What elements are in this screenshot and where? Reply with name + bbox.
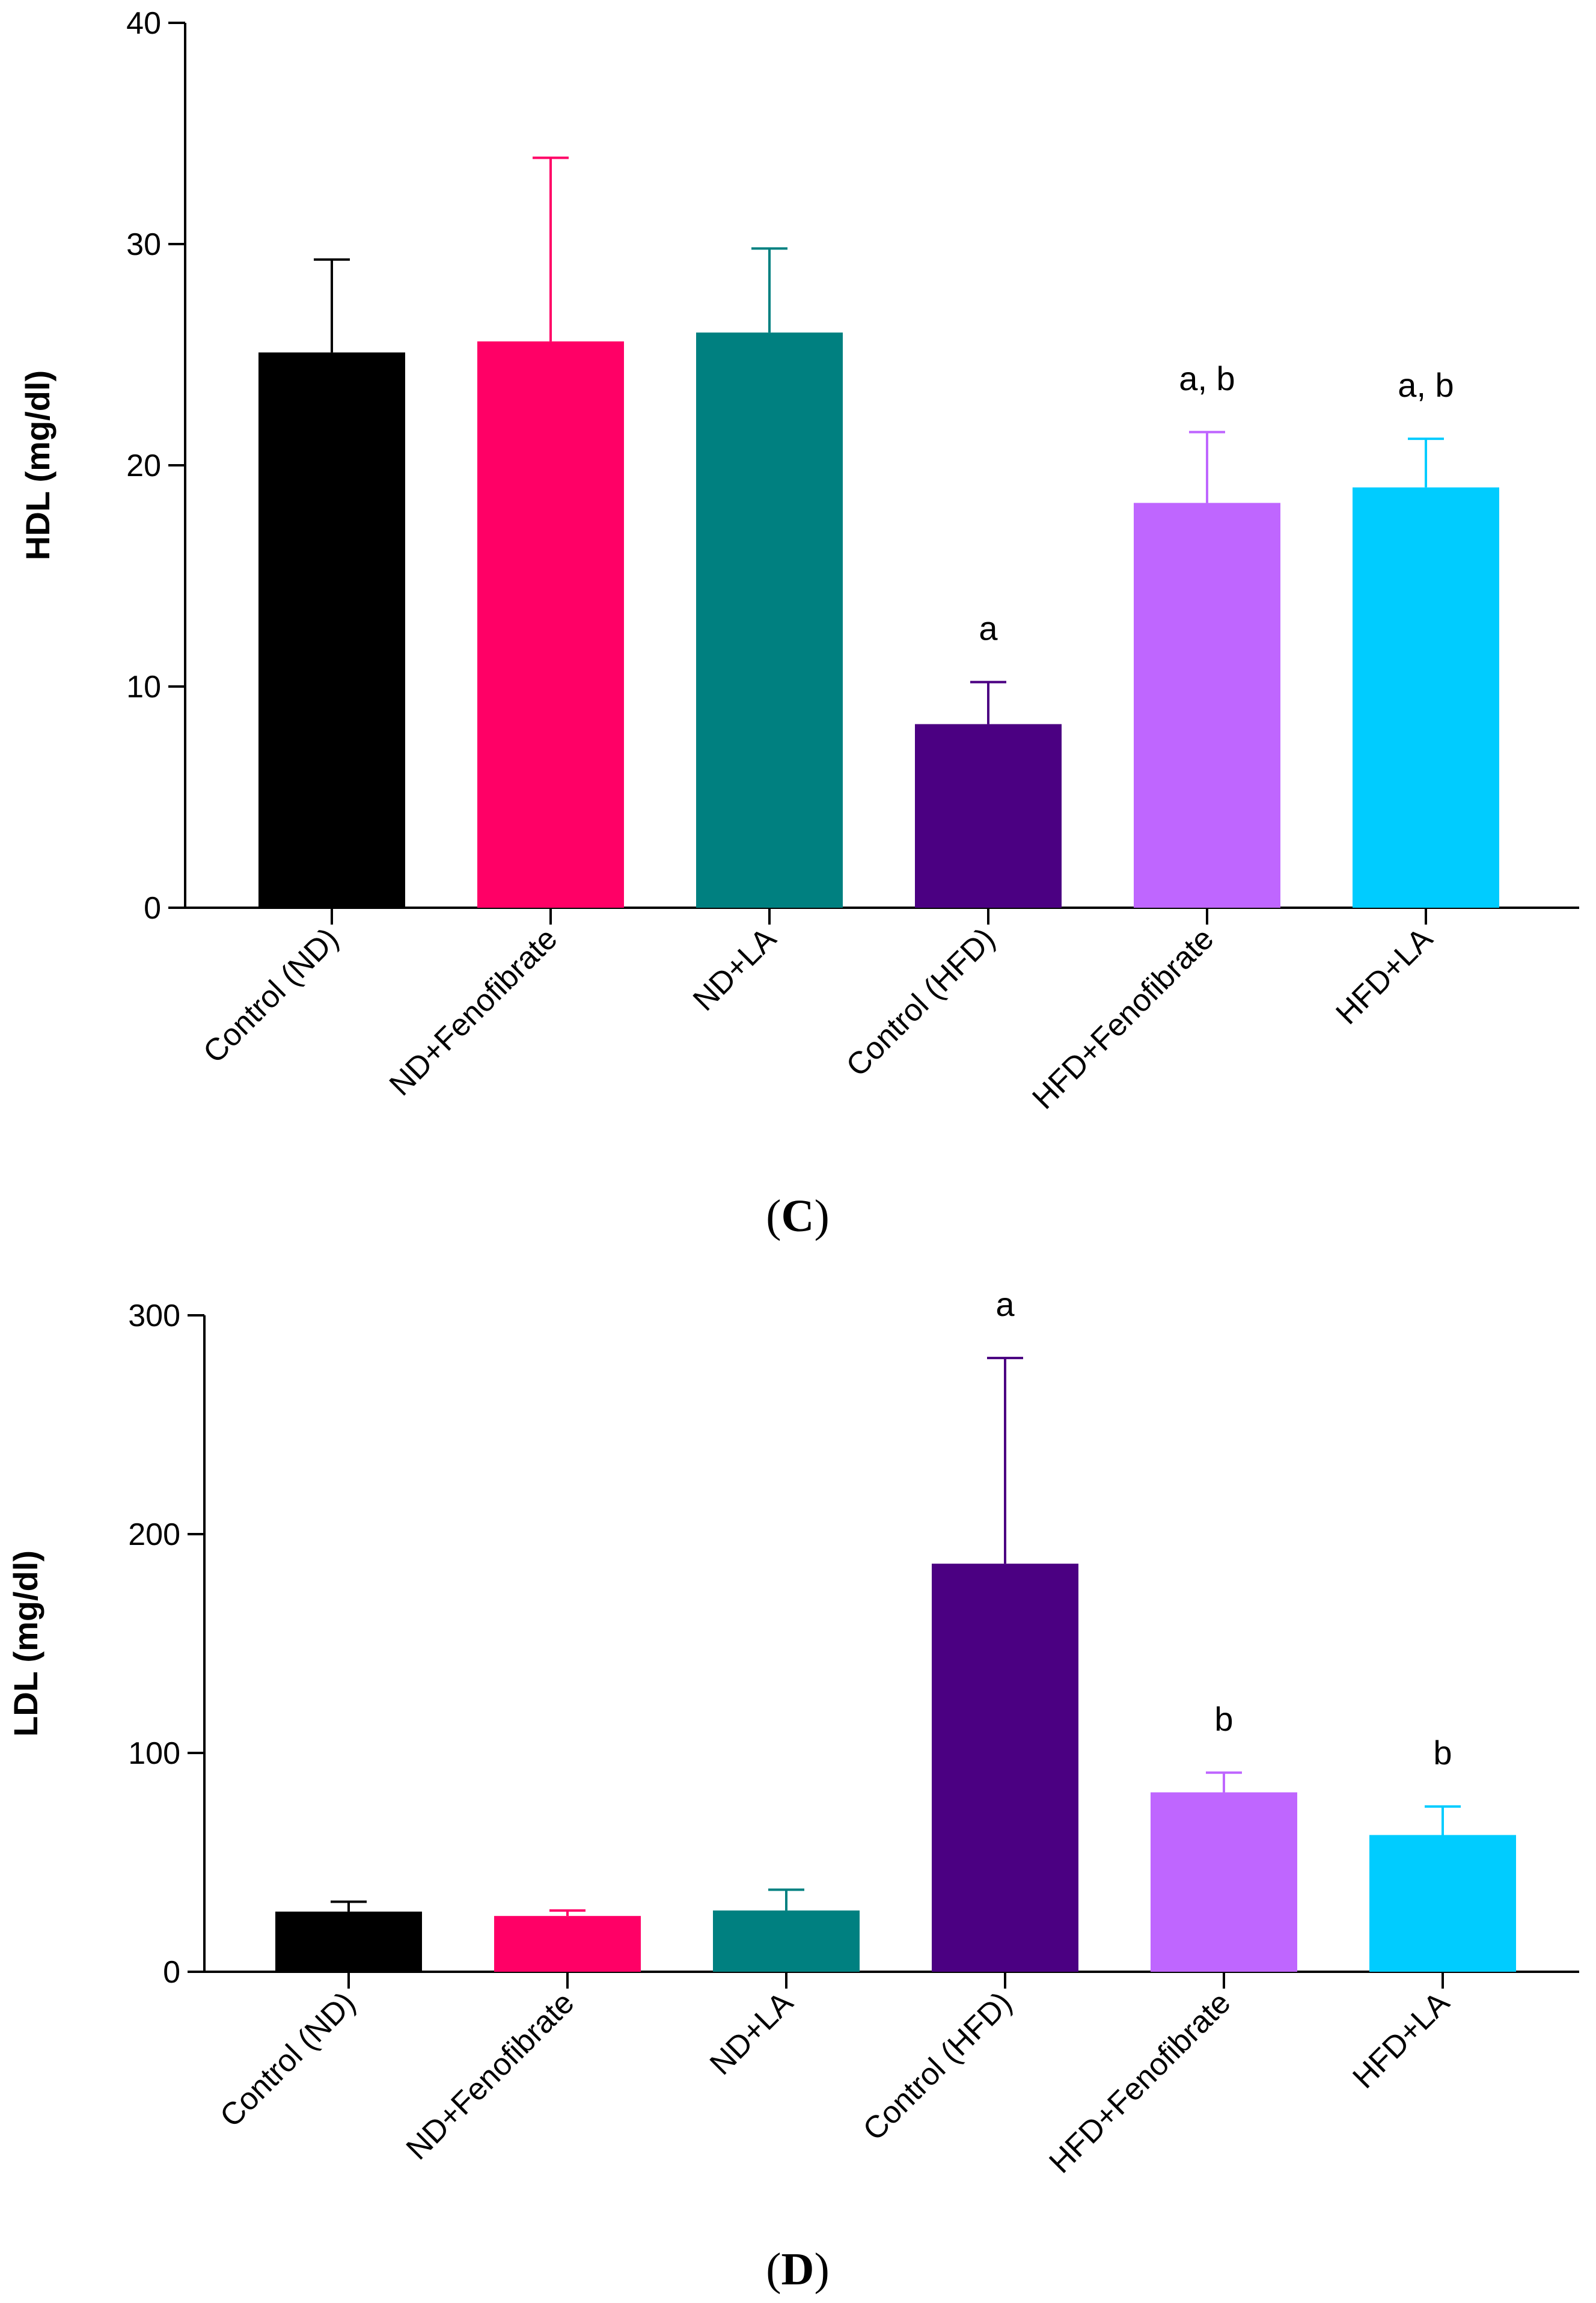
panel-d-bar <box>713 1910 860 1972</box>
panel-c-category-label: ND+LA <box>686 921 783 1018</box>
panel-d-category-label: HFD+LA <box>1346 1985 1456 2095</box>
panel-d-bar <box>1151 1792 1297 1972</box>
panel-c-significance-label: a, b <box>1179 359 1235 397</box>
panel-d-y-axis-title: LDL (mg/dl) <box>7 1550 44 1737</box>
panel-c-significance-label: a <box>979 610 998 647</box>
panel-c-y-tick-label: 30 <box>126 227 161 262</box>
panel-d-y-tick-label: 300 <box>128 1298 180 1333</box>
panel-c-y-axis-title: HDL (mg/dl) <box>19 370 57 560</box>
panel-d-bar <box>275 1911 422 1972</box>
panel-d-category-label: Control (ND) <box>213 1985 362 2133</box>
panel-c-category-label: ND+Fenofibrate <box>383 921 564 1103</box>
panel-d-category-label: Control (HFD) <box>857 1985 1019 2147</box>
panel-c-y-tick-label: 10 <box>126 670 161 705</box>
panel-d-y-tick-label: 0 <box>163 1955 180 1990</box>
panel-c-bar <box>1134 503 1280 908</box>
panel-d-category-label: ND+Fenofibrate <box>400 1985 581 2167</box>
panel-d-bar <box>1369 1835 1516 1972</box>
panel-d-y-tick-label: 100 <box>128 1736 180 1771</box>
panel-d-significance-label: a <box>995 1285 1015 1323</box>
panel-c-chart: 0 10 20 30 40 HDL (mg/dl) Control (ND) ND+Fenof… <box>19 6 1579 1116</box>
panel-d-y-tick-label: 200 <box>128 1517 180 1552</box>
panel-c-y-tick-label: 40 <box>126 6 161 41</box>
panel-c-category-label: Control (ND) <box>197 921 345 1069</box>
panel-c-y-tick-label: 0 <box>144 891 161 926</box>
panel-d-bar <box>494 1916 641 1972</box>
panel-d-significance-label: b <box>1433 1734 1452 1772</box>
panel-d-significance-label: b <box>1214 1700 1233 1738</box>
panel-d-bar <box>932 1564 1078 1972</box>
panel-c-bar <box>258 352 405 908</box>
panel-c-bar <box>915 724 1062 908</box>
panel-c-significance-label: a, b <box>1398 366 1454 404</box>
panel-c-category-label: HFD+LA <box>1329 921 1439 1031</box>
panel-c-y-tick-label: 20 <box>126 448 161 483</box>
panel-c-bar <box>1353 487 1499 908</box>
panel-c-bar <box>477 341 624 908</box>
panel-c-caption: (C) <box>766 1191 830 1241</box>
panel-c-bar <box>696 332 843 908</box>
panel-c-category-label: HFD+Fenofibrate <box>1026 921 1220 1116</box>
panel-c-category-label: Control (HFD) <box>840 921 1002 1083</box>
panel-d-category-label: ND+LA <box>703 1985 800 2082</box>
panel-d-category-label: HFD+Fenofibrate <box>1042 1985 1237 2180</box>
panel-d-caption: (D) <box>766 2244 830 2295</box>
panel-d-chart: 0 100 200 300 LDL (mg/dl) Control (ND) ND+Feno… <box>7 1285 1579 2180</box>
